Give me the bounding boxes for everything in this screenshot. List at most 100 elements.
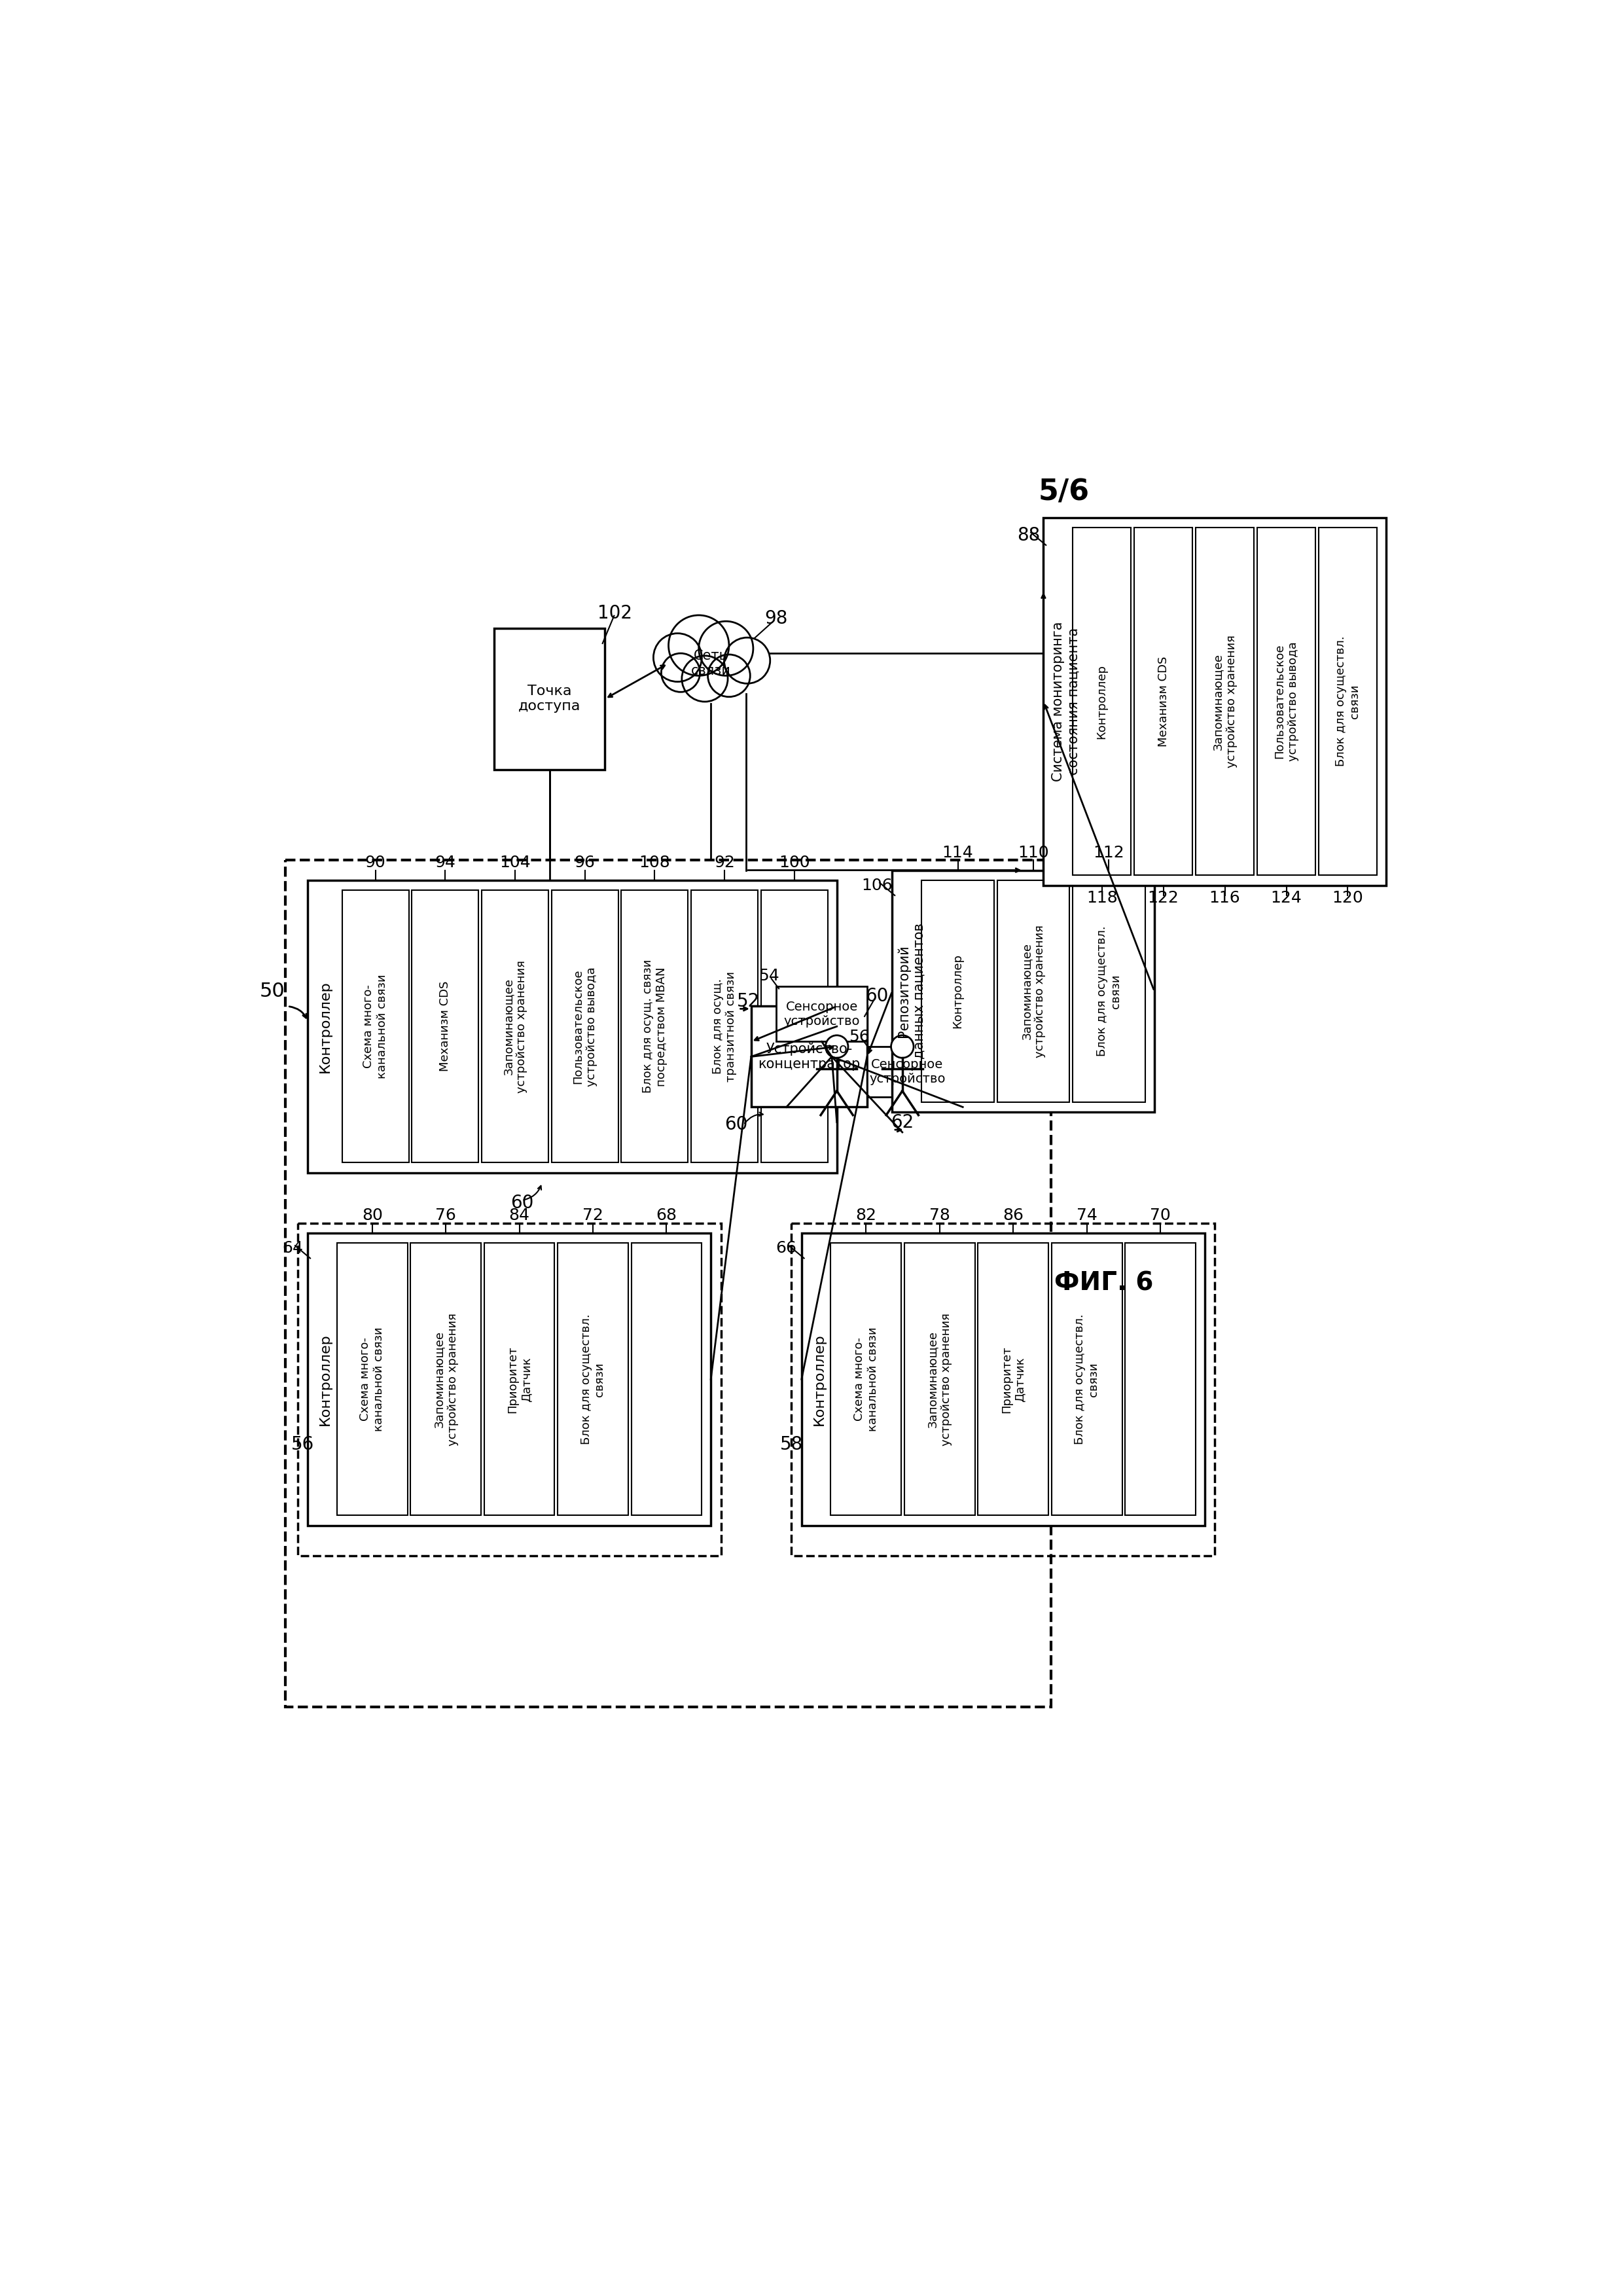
Circle shape xyxy=(700,622,753,675)
Text: 54: 54 xyxy=(758,969,779,985)
Bar xyxy=(484,1242,555,1515)
Text: Приоритет
Датчик: Приоритет Датчик xyxy=(1000,1345,1026,1412)
Bar xyxy=(482,891,549,1162)
Bar xyxy=(922,879,993,1102)
Text: Блок для осуществл.
связи: Блок для осуществл. связи xyxy=(1074,1313,1099,1444)
Text: Контроллер: Контроллер xyxy=(951,953,964,1029)
Bar xyxy=(1073,879,1146,1102)
Text: Контроллер: Контроллер xyxy=(318,1334,331,1426)
Text: Контроллер: Контроллер xyxy=(318,980,331,1072)
Text: Точка
доступа: Точка доступа xyxy=(518,684,581,714)
Text: 112: 112 xyxy=(1094,845,1125,861)
Text: 106: 106 xyxy=(862,877,893,893)
Circle shape xyxy=(661,654,700,691)
Text: 66: 66 xyxy=(776,1240,797,1256)
Bar xyxy=(1134,528,1193,875)
Text: 100: 100 xyxy=(779,854,810,870)
Text: 86: 86 xyxy=(1003,1208,1024,1224)
Text: 82: 82 xyxy=(855,1208,876,1224)
Text: Запоминающее
устройство хранения: Запоминающее устройство хранения xyxy=(927,1313,953,1446)
Text: Пользовательское
устройство вывода: Пользовательское устройство вывода xyxy=(573,967,597,1086)
Bar xyxy=(867,1047,948,1097)
Text: Механизм CDS: Механизм CDS xyxy=(1157,657,1169,746)
Text: 74: 74 xyxy=(1076,1208,1097,1224)
Circle shape xyxy=(708,654,750,698)
Text: Сенсорное
устройство: Сенсорное устройство xyxy=(870,1058,946,1086)
Bar xyxy=(493,629,605,769)
Text: 64: 64 xyxy=(282,1240,304,1256)
Bar xyxy=(802,1233,1204,1525)
Text: Приоритет
Датчик: Приоритет Датчик xyxy=(506,1345,532,1412)
Bar xyxy=(622,891,688,1162)
Circle shape xyxy=(654,634,701,682)
Text: 60: 60 xyxy=(724,1116,748,1134)
Text: Репозиторий
данных пациентов: Репозиторий данных пациентов xyxy=(898,923,925,1058)
Text: Схема много-
канальной связи: Схема много- канальной связи xyxy=(360,1327,385,1430)
Text: Блок для осущ. связи
посредством MBAN: Блок для осущ. связи посредством MBAN xyxy=(643,960,667,1093)
Text: Запоминающее
устройство хранения: Запоминающее устройство хранения xyxy=(1021,925,1047,1058)
Bar xyxy=(1258,528,1316,875)
Text: Сеть
связи: Сеть связи xyxy=(691,650,730,677)
Text: 76: 76 xyxy=(435,1208,456,1224)
Text: Запоминающее
устройство хранения: Запоминающее устройство хранения xyxy=(1212,636,1237,767)
Text: 120: 120 xyxy=(1332,891,1363,907)
Text: 56: 56 xyxy=(291,1435,315,1453)
Bar xyxy=(631,1242,701,1515)
Bar xyxy=(1052,1242,1121,1515)
Text: 56: 56 xyxy=(849,1029,870,1045)
Text: 114: 114 xyxy=(941,845,974,861)
Text: 62: 62 xyxy=(891,1114,914,1132)
Bar xyxy=(997,879,1070,1102)
Text: 104: 104 xyxy=(500,854,531,870)
Text: 124: 124 xyxy=(1271,891,1302,907)
Text: Пользовательское
устройство вывода: Пользовательское устройство вывода xyxy=(1274,641,1298,762)
Text: 68: 68 xyxy=(656,1208,677,1224)
Text: Система мониторинга
состояния пациента: Система мониторинга состояния пациента xyxy=(1052,622,1081,781)
Bar xyxy=(411,1242,480,1515)
Bar xyxy=(1318,528,1376,875)
Bar xyxy=(691,891,758,1162)
Bar xyxy=(1073,528,1131,875)
Bar xyxy=(412,891,479,1162)
Text: 98: 98 xyxy=(764,608,787,627)
Text: Схема много-
канальной связи: Схема много- канальной связи xyxy=(854,1327,878,1430)
Bar xyxy=(286,861,1052,1706)
Text: 102: 102 xyxy=(597,604,633,622)
Text: Блок для осуществл.
связи: Блок для осуществл. связи xyxy=(1336,636,1360,767)
Bar xyxy=(776,985,867,1042)
Circle shape xyxy=(724,638,769,684)
Text: 122: 122 xyxy=(1147,891,1178,907)
Text: 90: 90 xyxy=(365,854,386,870)
Bar xyxy=(552,891,618,1162)
Text: 5/6: 5/6 xyxy=(1039,478,1089,507)
Bar xyxy=(558,1242,628,1515)
Bar xyxy=(308,879,837,1173)
Text: 96: 96 xyxy=(575,854,596,870)
Text: Запоминающее
устройство хранения: Запоминающее устройство хранения xyxy=(503,960,527,1093)
Text: 58: 58 xyxy=(781,1435,803,1453)
Bar xyxy=(761,891,828,1162)
Bar xyxy=(792,1224,1214,1557)
Text: 72: 72 xyxy=(583,1208,604,1224)
Text: Запоминающее
устройство хранения: Запоминающее устройство хранения xyxy=(433,1313,458,1446)
Text: 118: 118 xyxy=(1086,891,1118,907)
Text: Блок для осущ.
транзитной связи: Блок для осущ. транзитной связи xyxy=(712,971,737,1081)
Bar xyxy=(979,1242,1048,1515)
Bar xyxy=(342,891,409,1162)
Circle shape xyxy=(891,1035,914,1058)
Text: 92: 92 xyxy=(714,854,735,870)
Text: 116: 116 xyxy=(1209,891,1240,907)
Bar xyxy=(1196,528,1255,875)
Text: 94: 94 xyxy=(435,854,456,870)
Text: 60: 60 xyxy=(510,1194,534,1212)
Bar xyxy=(297,1224,721,1557)
Bar xyxy=(893,870,1154,1111)
Text: Механизм CDS: Механизм CDS xyxy=(440,980,451,1072)
Text: Блок для осуществл.
связи: Блок для осуществл. связи xyxy=(1096,925,1121,1056)
Text: ФИГ. 6: ФИГ. 6 xyxy=(1055,1272,1154,1295)
Circle shape xyxy=(669,615,729,675)
Text: 108: 108 xyxy=(639,854,670,870)
Text: 110: 110 xyxy=(1018,845,1048,861)
Text: 52: 52 xyxy=(737,992,760,1010)
Text: Сенсорное
устройство: Сенсорное устройство xyxy=(784,1001,860,1026)
